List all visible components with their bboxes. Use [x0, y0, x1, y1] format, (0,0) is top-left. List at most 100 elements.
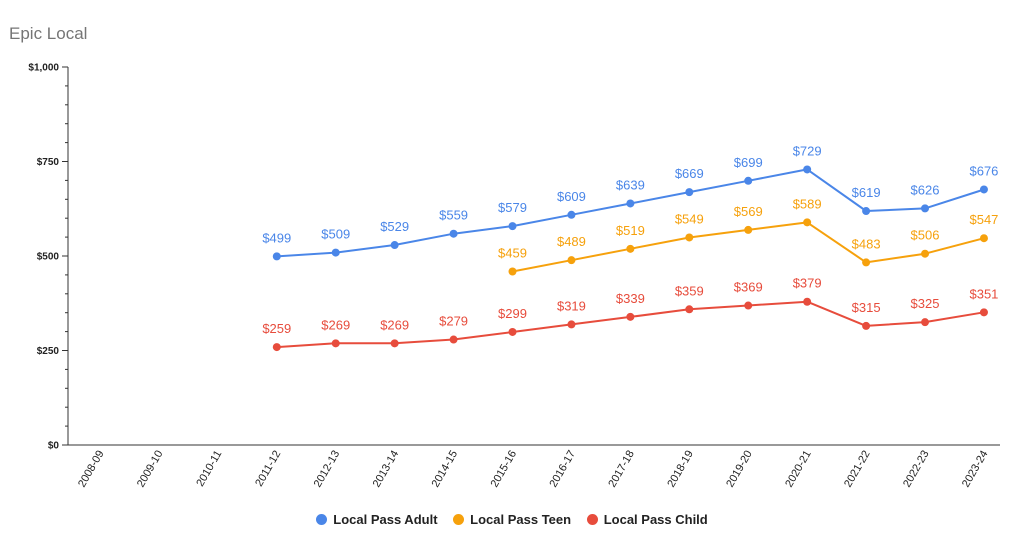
- data-label: $519: [616, 223, 645, 238]
- legend-label-child: Local Pass Child: [603, 512, 708, 527]
- data-label: $339: [616, 291, 645, 306]
- x-tick-label: 2012-13: [312, 449, 343, 490]
- data-point: [685, 305, 694, 314]
- data-label: $609: [557, 189, 586, 204]
- data-point: [390, 241, 399, 250]
- x-tick-label: 2019-20: [724, 449, 755, 490]
- data-point: [862, 207, 871, 216]
- chart-title: Epic Local: [9, 24, 88, 43]
- data-point: [979, 308, 988, 317]
- x-tick-label: 2011-12: [253, 449, 283, 489]
- data-point: [449, 335, 458, 344]
- data-label: $351: [969, 286, 998, 301]
- data-label: $619: [852, 185, 881, 200]
- data-point: [331, 248, 340, 257]
- legend-item-teen[interactable]: Local Pass Teen: [453, 512, 571, 527]
- data-point: [626, 244, 635, 253]
- y-tick-label: $250: [37, 346, 60, 357]
- y-tick-label: $750: [37, 157, 60, 168]
- data-label: $639: [616, 177, 645, 192]
- data-point: [272, 252, 281, 261]
- data-label: $315: [852, 300, 881, 315]
- data-point: [508, 327, 517, 336]
- legend-item-adult[interactable]: Local Pass Adult: [316, 512, 438, 527]
- data-point: [567, 320, 576, 329]
- data-label: $299: [498, 306, 527, 321]
- data-point: [862, 321, 871, 330]
- data-point: [685, 233, 694, 242]
- data-point: [744, 225, 753, 234]
- data-label: $569: [734, 204, 763, 219]
- data-point: [567, 256, 576, 265]
- legend-dot-child: [586, 514, 598, 525]
- data-point: [331, 339, 340, 348]
- data-label: $499: [262, 230, 291, 245]
- data-point: [567, 210, 576, 219]
- data-label: $489: [557, 234, 586, 249]
- data-label: $509: [321, 227, 350, 242]
- data-label: $279: [439, 314, 468, 329]
- data-label: $269: [380, 317, 409, 332]
- data-label: $369: [734, 280, 763, 295]
- x-tick-label: 2014-15: [430, 449, 461, 490]
- data-label: $626: [911, 182, 940, 197]
- data-label: $319: [557, 298, 586, 313]
- x-tick-label: 2021-22: [842, 449, 873, 490]
- data-label: $459: [498, 245, 527, 260]
- data-label: $379: [793, 276, 822, 291]
- data-point: [626, 199, 635, 208]
- data-point: [921, 318, 930, 327]
- legend-label-teen: Local Pass Teen: [470, 512, 572, 527]
- data-point: [979, 185, 988, 194]
- data-label: $549: [675, 211, 704, 226]
- data-point: [803, 297, 812, 306]
- data-label: $699: [734, 155, 763, 170]
- x-tick-label: 2015-16: [489, 449, 520, 490]
- x-tick-label: 2009-10: [135, 449, 166, 490]
- x-tick-label: 2010-11: [194, 449, 224, 489]
- data-point: [685, 188, 694, 197]
- x-tick-label: 2018-19: [665, 449, 696, 490]
- data-point: [390, 339, 399, 348]
- data-label: $579: [498, 200, 527, 215]
- data-label: $559: [439, 208, 468, 223]
- data-label: $676: [969, 163, 998, 178]
- data-label: $259: [262, 321, 291, 336]
- x-tick-label: 2020-21: [783, 449, 814, 490]
- y-tick-label: $0: [48, 441, 60, 452]
- data-label: $547: [969, 212, 998, 227]
- data-point: [626, 312, 635, 321]
- data-point: [803, 165, 812, 174]
- legend-item-child[interactable]: Local Pass Child: [586, 512, 708, 527]
- data-label: $589: [793, 196, 822, 211]
- data-label: $529: [380, 219, 409, 234]
- x-tick-label: 2022-23: [901, 449, 932, 490]
- data-label: $269: [321, 317, 350, 332]
- x-tick-label: 2016-17: [547, 449, 578, 490]
- data-point: [449, 229, 458, 238]
- data-point: [508, 267, 517, 276]
- data-point: [862, 258, 871, 267]
- x-tick-label: 2017-18: [606, 449, 637, 490]
- data-label: $506: [911, 228, 940, 243]
- legend-dot-adult: [316, 514, 328, 525]
- y-tick-label: $1,000: [28, 63, 59, 74]
- legend-label-adult: Local Pass Adult: [333, 512, 438, 527]
- legend-dot-teen: [453, 514, 465, 525]
- data-point: [508, 222, 517, 231]
- y-tick-label: $500: [37, 252, 60, 263]
- x-tick-label: 2008-09: [76, 449, 107, 490]
- data-point: [921, 249, 930, 258]
- data-label: $359: [675, 283, 704, 298]
- data-point: [272, 343, 281, 352]
- data-label: $669: [675, 166, 704, 181]
- data-point: [979, 234, 988, 243]
- data-label: $729: [793, 143, 822, 158]
- data-point: [744, 176, 753, 185]
- data-point: [744, 301, 753, 310]
- legend: Local Pass Adult Local Pass Teen Local P…: [0, 512, 1024, 528]
- data-label: $325: [911, 296, 940, 311]
- data-point: [803, 218, 812, 227]
- x-tick-label: 2013-14: [371, 449, 402, 490]
